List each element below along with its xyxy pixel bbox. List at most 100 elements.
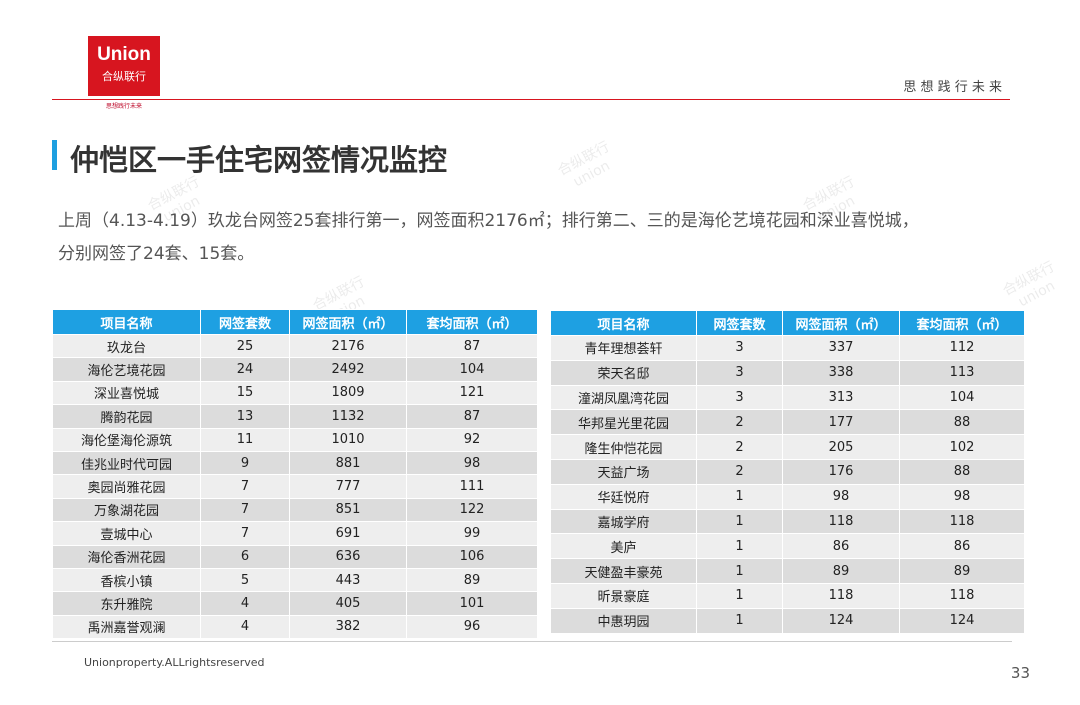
column-header: 套均面积（㎡） bbox=[899, 310, 1025, 336]
table-cell: 101 bbox=[406, 591, 538, 616]
table-cell: 113 bbox=[899, 359, 1025, 386]
table-cell: 潼湖凤凰湾花园 bbox=[550, 384, 697, 411]
table-row: 禹洲嘉誉观澜 4 382 96 bbox=[52, 614, 538, 640]
table-row: 东升雅院 4 405 101 bbox=[52, 591, 538, 616]
table-row: 奥园尚雅花园 7 777 111 bbox=[52, 474, 538, 499]
table-row: 深业喜悦城 15 1809 121 bbox=[52, 380, 538, 406]
table-row: 昕景豪庭 1 118 118 bbox=[550, 582, 1025, 609]
table-row: 天健盈丰豪苑 1 89 89 bbox=[550, 558, 1025, 584]
table-cell: 89 bbox=[782, 558, 900, 584]
table-cell: 壹城中心 bbox=[52, 521, 201, 546]
table-cell: 禹洲嘉誉观澜 bbox=[52, 614, 201, 640]
table-cell: 1 bbox=[696, 533, 783, 560]
page-number: 33 bbox=[1010, 664, 1030, 682]
table-cell: 112 bbox=[899, 335, 1025, 361]
data-table: 项目名称 网签套数 网签面积（㎡） 套均面积（㎡） 玖龙台 25 2176 87 海伦艺境花园 2… bbox=[52, 309, 538, 640]
table-cell: 98 bbox=[899, 483, 1025, 510]
table-cell: 111 bbox=[406, 474, 538, 499]
table-cell: 118 bbox=[899, 582, 1025, 609]
table-cell: 205 bbox=[782, 434, 900, 460]
table-cell: 382 bbox=[289, 614, 407, 640]
table-row: 海伦艺境花园 24 2492 104 bbox=[52, 357, 538, 382]
table-cell: 5 bbox=[200, 567, 290, 593]
table-cell: 4 bbox=[200, 614, 290, 640]
table-cell: 11 bbox=[200, 427, 290, 452]
table-row: 海伦香洲花园 6 636 106 bbox=[52, 544, 538, 569]
table-cell: 881 bbox=[289, 450, 407, 476]
header-row: 项目名称 网签套数 网签面积（㎡） 套均面积（㎡） bbox=[550, 310, 1025, 336]
table-cell: 华廷悦府 bbox=[550, 483, 697, 510]
table-cell: 1010 bbox=[289, 427, 407, 452]
header-row: 项目名称 网签套数 网签面积（㎡） 套均面积（㎡） bbox=[52, 309, 538, 335]
table-row: 壹城中心 7 691 99 bbox=[52, 521, 538, 546]
table-cell: 691 bbox=[289, 521, 407, 546]
column-header: 网签面积（㎡） bbox=[289, 309, 407, 335]
table-cell: 3 bbox=[696, 384, 783, 411]
table-cell: 1809 bbox=[289, 380, 407, 406]
header-rule bbox=[52, 99, 1010, 100]
table-cell: 443 bbox=[289, 567, 407, 593]
table-cell: 337 bbox=[782, 335, 900, 361]
table-cell: 海伦香洲花园 bbox=[52, 544, 201, 569]
table-cell: 104 bbox=[899, 384, 1025, 411]
table-cell: 99 bbox=[406, 521, 538, 546]
table-cell: 106 bbox=[406, 544, 538, 569]
table-cell: 荣天名邸 bbox=[550, 359, 697, 386]
table-cell: 98 bbox=[782, 483, 900, 510]
logo: Union 合纵联行 bbox=[88, 36, 160, 96]
column-header: 网签套数 bbox=[696, 310, 783, 336]
table-cell: 7 bbox=[200, 521, 290, 546]
table-cell: 6 bbox=[200, 544, 290, 569]
table-cell: 338 bbox=[782, 359, 900, 386]
logo-cn: 合纵联行 bbox=[102, 70, 146, 83]
table-cell: 1 bbox=[696, 582, 783, 609]
table-cell: 腾韵花园 bbox=[52, 404, 201, 429]
table-cell: 96 bbox=[406, 614, 538, 640]
table-cell: 7 bbox=[200, 497, 290, 523]
table-cell: 89 bbox=[406, 567, 538, 593]
table-cell: 1132 bbox=[289, 404, 407, 429]
summary-line: 分别网签了24套、15套。 bbox=[58, 244, 255, 264]
table-cell: 15 bbox=[200, 380, 290, 406]
table-cell: 东升雅院 bbox=[52, 591, 201, 616]
table-cell: 87 bbox=[406, 333, 538, 359]
table-cell: 88 bbox=[899, 458, 1025, 485]
logo-tagline: 思想践行未来 bbox=[105, 103, 142, 110]
table-cell: 104 bbox=[406, 357, 538, 382]
table-cell: 青年理想荟轩 bbox=[550, 335, 697, 361]
footer-rule bbox=[52, 641, 1012, 642]
table-row: 海伦堡海伦源筑 11 1010 92 bbox=[52, 427, 538, 452]
table-cell: 海伦艺境花园 bbox=[52, 357, 201, 382]
table-cell: 405 bbox=[289, 591, 407, 616]
table-cell: 佳兆业时代可园 bbox=[52, 450, 201, 476]
table-row: 荣天名邸 3 338 113 bbox=[550, 359, 1025, 386]
table-cell: 深业喜悦城 bbox=[52, 380, 201, 406]
table-cell: 118 bbox=[782, 582, 900, 609]
table-cell: 1 bbox=[696, 483, 783, 510]
copyright: Unionproperty.ALLrightsreserved bbox=[84, 656, 265, 669]
table-cell: 1 bbox=[696, 558, 783, 584]
table-cell: 118 bbox=[782, 508, 900, 535]
table-cell: 87 bbox=[406, 404, 538, 429]
logo-en: Union bbox=[97, 44, 151, 65]
table-cell: 昕景豪庭 bbox=[550, 582, 697, 609]
table-cell: 天益广场 bbox=[550, 458, 697, 485]
table-cell: 636 bbox=[289, 544, 407, 569]
table-cell: 313 bbox=[782, 384, 900, 411]
table-cell: 24 bbox=[200, 357, 290, 382]
table-cell: 玖龙台 bbox=[52, 333, 201, 359]
table-cell: 9 bbox=[200, 450, 290, 476]
table-cell: 中惠玥园 bbox=[550, 607, 697, 634]
table-cell: 102 bbox=[899, 434, 1025, 460]
title: 仲恺区一手住宅网签情况监控 bbox=[70, 143, 448, 177]
table-cell: 124 bbox=[782, 607, 900, 634]
table-cell: 3 bbox=[696, 335, 783, 361]
table-row: 香槟小镇 5 443 89 bbox=[52, 567, 538, 593]
data-table: 项目名称 网签套数 网签面积（㎡） 套均面积（㎡） 青年理想荟轩 3 337 112 荣天名邸 3… bbox=[550, 310, 1025, 634]
slogan: 思 想 践 行 未 来 bbox=[903, 80, 1002, 95]
table-cell: 86 bbox=[782, 533, 900, 560]
table-cell: 89 bbox=[899, 558, 1025, 584]
table-cell: 2 bbox=[696, 409, 783, 436]
table-cell: 海伦堡海伦源筑 bbox=[52, 427, 201, 452]
